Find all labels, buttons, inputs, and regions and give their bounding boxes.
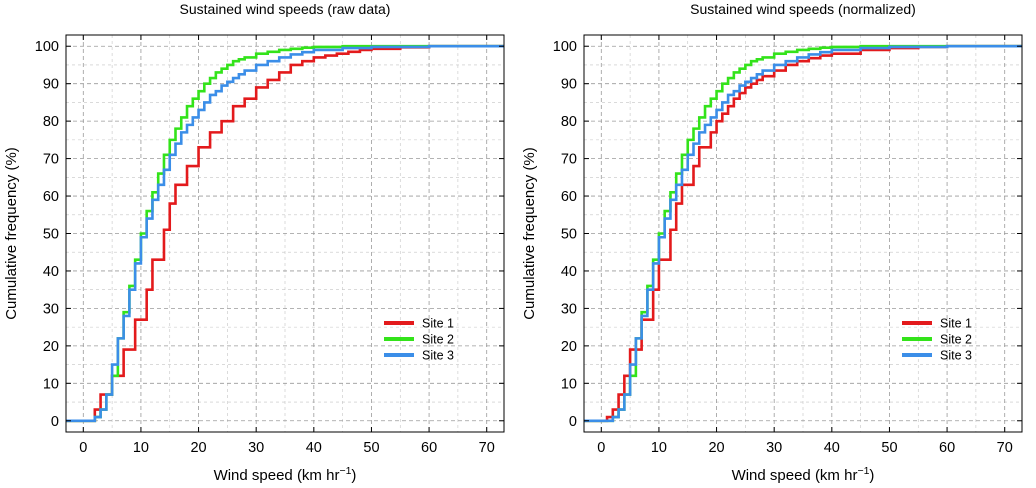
y-tick-label: 40 (43, 264, 59, 280)
y-tick-label: 70 (561, 152, 577, 168)
x-tick-label: 60 (939, 440, 955, 456)
legend-label: Site 3 (940, 349, 972, 363)
y-tick-label: 20 (561, 339, 577, 355)
legend-label: Site 1 (940, 317, 972, 331)
x-tick-label: 20 (708, 440, 724, 456)
x-tick-label: 70 (997, 440, 1013, 456)
x-axis-label: Wind speed (km hr−1) (214, 465, 357, 484)
legend-label: Site 2 (940, 333, 972, 347)
y-tick-label: 50 (43, 227, 59, 243)
x-tick-label: 40 (306, 440, 322, 456)
y-axis-label: Cumulative frequency (%) (521, 147, 538, 320)
y-axis-label: Cumulative frequency (%) (3, 147, 20, 320)
legend-label: Site 2 (422, 333, 454, 347)
x-tick-label: 10 (133, 440, 149, 456)
x-tick-label: 60 (421, 440, 437, 456)
y-tick-label: 20 (43, 339, 59, 355)
x-tick-label: 70 (479, 440, 495, 456)
y-tick-label: 50 (561, 227, 577, 243)
x-tick-label: 40 (824, 440, 840, 456)
series-line-site-1 (66, 44, 504, 423)
y-tick-label: 10 (43, 376, 59, 392)
y-tick-label: 60 (561, 189, 577, 205)
x-tick-label: 30 (248, 440, 264, 456)
chart-raw-data: 0 10 20 30 40 50 60 70 0 10 20 30 40 50 60 70 80 90 100 Sus… (3, 1, 505, 484)
y-tick-label: 0 (51, 414, 59, 430)
y-tick-label: 30 (43, 301, 59, 317)
x-tick-label: 50 (881, 440, 897, 456)
y-tick-label: 90 (43, 77, 59, 93)
x-tick-label: 30 (766, 440, 782, 456)
x-axis-label: Wind speed (km hr−1) (732, 465, 875, 484)
y-tick-label: 100 (35, 39, 59, 55)
x-tick-label: 0 (79, 440, 87, 456)
y-tick-label: 80 (561, 114, 577, 130)
x-tick-label: 10 (651, 440, 667, 456)
series-line-site-3 (66, 44, 504, 423)
y-tick-label: 0 (569, 414, 577, 430)
x-tick-label: 50 (363, 440, 379, 456)
legend-label: Site 3 (422, 349, 454, 363)
y-tick-label: 90 (561, 77, 577, 93)
series-line-site-1 (584, 44, 1022, 423)
y-tick-label: 80 (43, 114, 59, 130)
y-tick-label: 100 (553, 39, 577, 55)
x-tick-label: 20 (190, 440, 206, 456)
chart-title: Sustained wind speeds (normalized) (690, 1, 916, 17)
x-tick-label: 0 (597, 440, 605, 456)
chart-normalized: 0 10 20 30 40 50 60 70 0 10 20 30 40 50 60 70 80 90 100 Sus… (521, 1, 1023, 484)
y-tick-label: 30 (561, 301, 577, 317)
y-tick-label: 60 (43, 189, 59, 205)
y-tick-label: 10 (561, 376, 577, 392)
y-tick-label: 70 (43, 152, 59, 168)
y-tick-label: 40 (561, 264, 577, 280)
legend-label: Site 1 (422, 317, 454, 331)
chart-title: Sustained wind speeds (raw data) (180, 1, 391, 17)
series-line-site-3 (584, 44, 1022, 423)
